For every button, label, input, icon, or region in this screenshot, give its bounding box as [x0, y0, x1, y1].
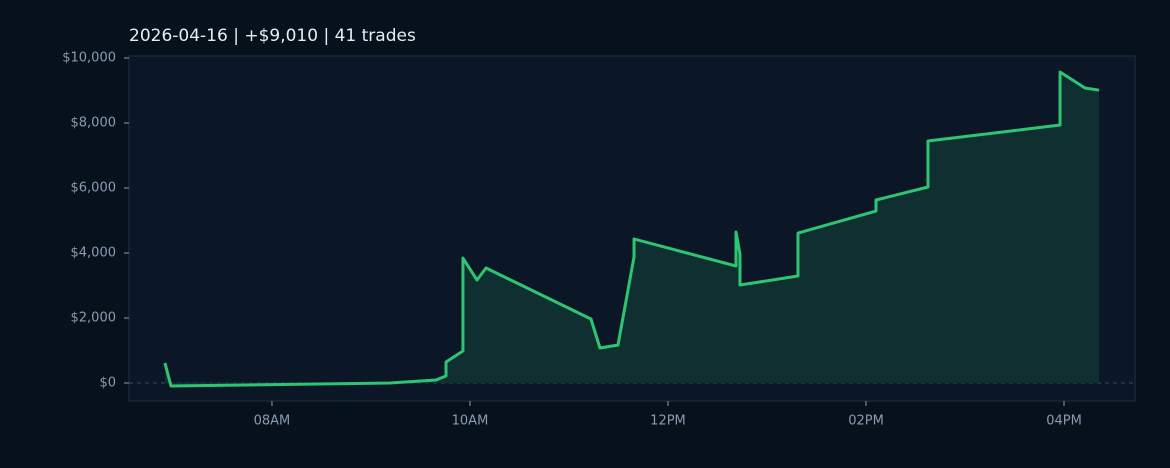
- y-tick-label: $6,000: [71, 181, 117, 196]
- pnl-line: [163, 70, 1100, 388]
- y-tick-label: $10,000: [62, 51, 116, 66]
- chart-title: 2026-04-16 | +$9,010 | 41 trades: [129, 26, 416, 46]
- x-tick-label: 08AM: [254, 414, 291, 429]
- y-tick-label: $8,000: [71, 116, 117, 131]
- y-tick-label: $4,000: [71, 246, 117, 261]
- y-tick-label: $0: [99, 375, 116, 390]
- x-tick-label: 10AM: [452, 414, 489, 429]
- x-tick-label: 02PM: [848, 414, 884, 429]
- x-tick-label: 04PM: [1046, 414, 1082, 429]
- x-tick-label: 12PM: [650, 414, 686, 429]
- area-fill: [164, 72, 1100, 386]
- y-tick-label: $2,000: [71, 310, 117, 325]
